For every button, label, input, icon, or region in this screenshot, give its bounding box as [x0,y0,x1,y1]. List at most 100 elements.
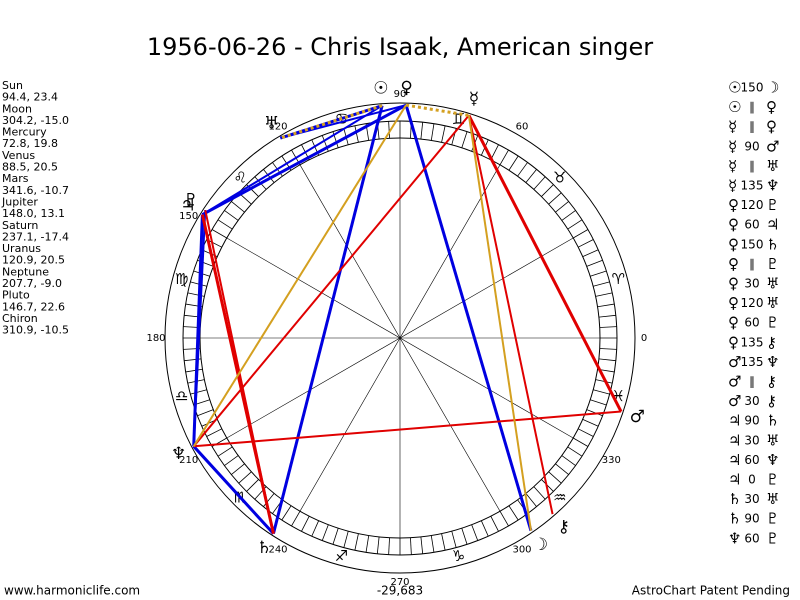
aspect-type: 60 [744,316,759,330]
hatch [231,201,245,213]
hatch [197,409,214,417]
hatch [461,528,468,545]
aspect-p2: ♇ [766,314,779,332]
hatch [451,531,457,548]
planet-glyph: ⚷ [557,517,569,537]
planet-name: Mars [2,172,29,185]
degree-label: 120 [268,122,287,133]
aspect-type: 60 [744,453,759,467]
aspect-p1: ♀ [728,216,739,234]
aspect-p2: ♀ [766,98,777,116]
planet-coords: 146.7, 22.6 [2,300,65,313]
aspect-line [467,115,554,515]
hatch [354,125,359,143]
aspect-p1: ♆ [728,529,741,547]
hatch [525,493,537,507]
planet-glyph: ♇ [183,191,198,211]
zodiac-sign: ♎ [175,387,188,405]
hatch [533,176,546,190]
aspect-p1: ☿ [728,118,737,136]
hatch [376,536,380,554]
hatch [555,201,569,213]
hatch [217,219,233,230]
planet-glyph: ☿ [469,89,479,109]
hatch [430,535,435,553]
aspect-type: 60 [744,218,759,232]
zodiac-sign: ♈ [612,270,625,288]
degree-label: 330 [602,455,621,466]
aspect-type: 135 [741,179,764,193]
hatch [597,303,615,308]
degree-label: 150 [179,211,198,222]
degree-label: 270 [390,577,409,588]
planet-coords: 237.1, -17.4 [2,230,69,243]
hatch [238,471,252,484]
aspect-p2: ♆ [766,451,779,469]
aspect-type: 120 [741,296,764,310]
aspect-line [467,115,532,531]
planet-coords: 72.8, 19.8 [2,137,58,150]
hatch [332,528,339,545]
aspect-type: ∥ [749,375,755,389]
hatch [561,210,576,221]
planet-glyph: ♀ [400,78,412,98]
hatch [599,326,617,328]
hatch [185,368,203,373]
zodiac-sign: ♐ [335,547,348,565]
hatch [388,121,390,139]
hatch [461,131,468,148]
aspect-type: 150 [741,81,764,95]
aspect-p2: ♂ [766,137,779,155]
aspect-p1: ☿ [728,157,737,175]
title: 1956-06-26 - Chris Isaak, American singe… [147,33,653,61]
degree-label: 90 [394,89,407,100]
hatch [224,210,239,221]
aspect-type: ∥ [749,120,755,134]
hatch [573,437,589,447]
aspect-p1: ♀ [728,294,739,312]
hatch [480,520,489,537]
aspect-p2: ♆ [766,177,779,195]
hatch [590,270,607,277]
degree-label: 180 [146,333,165,344]
planet-name: Uranus [2,242,41,255]
planet-name: Moon [2,102,32,115]
aspect-p1: ♂ [728,353,741,371]
aspect-line [192,114,470,447]
hatch [354,533,359,551]
aspect-p2: ♃ [766,216,779,234]
hatch [490,516,499,532]
aspect-type: 90 [744,139,759,153]
planet-name: Saturn [2,219,38,232]
hatch [441,125,446,143]
hatch [410,537,412,555]
aspect-type: 150 [741,237,764,251]
hatch [599,348,617,350]
planet-coords: 207.7, -9.0 [2,277,62,290]
aspect-type: 30 [744,433,759,447]
aspect-p1: ♄ [728,510,741,528]
hatch [263,493,275,507]
zodiac-sign: ♑ [452,547,465,565]
hatch [321,524,329,541]
aspect-type: 135 [741,335,764,349]
hatch [211,229,227,239]
aspect-p1: ♂ [728,373,741,391]
aspect-p2: ♇ [766,196,779,214]
hatch [548,192,562,205]
hatch [525,169,537,183]
aspect-p2: ⚷ [766,373,777,391]
aspect-p1: ♃ [728,451,741,469]
aspect-line [404,104,533,532]
hatch [420,122,424,140]
hatch [499,511,509,527]
zodiac-sign: ♍ [175,270,188,288]
planet-glyph: ♅ [264,113,279,133]
planet-name: Jupiter [1,196,38,209]
degree-label: 0 [641,333,647,344]
hatch [206,428,222,437]
zodiac-sign: ♒ [553,488,566,506]
hatch [567,219,583,230]
hatch [420,536,424,554]
planet-coords: 120.9, 20.5 [2,254,65,267]
